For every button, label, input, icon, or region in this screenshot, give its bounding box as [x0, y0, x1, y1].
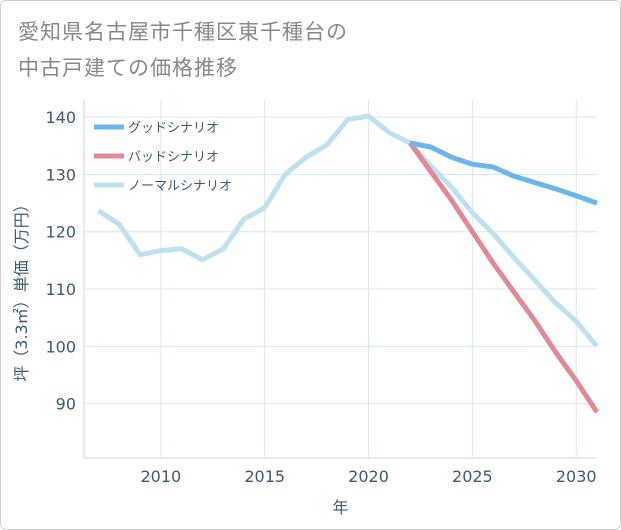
y-tick-label: 100: [45, 337, 76, 356]
y-axis-title: 坪（3.3㎡）単価（万円）: [12, 196, 31, 381]
y-tick-label: 90: [56, 395, 76, 414]
legend-label: ノーマルシナリオ: [128, 179, 232, 194]
series-line-good: [409, 140, 598, 206]
series-line-bad: [408, 141, 600, 414]
legend-label: バッドシナリオ: [128, 150, 219, 165]
x-tick-label: 2015: [244, 467, 285, 486]
legend-item[interactable]: バッドシナリオ: [94, 150, 219, 165]
x-tick-label: 2025: [452, 467, 493, 486]
x-tick-label: 2030: [556, 467, 597, 486]
x-tick-label: 2010: [140, 467, 181, 486]
legend-item[interactable]: グッドシナリオ: [94, 121, 219, 136]
legend-item[interactable]: ノーマルシナリオ: [94, 179, 232, 194]
series-lines: [97, 113, 600, 414]
chart-title: 愛知県名古屋市千種区東千種台の 中古戸建ての価格推移: [18, 20, 348, 80]
y-tick-label: 130: [45, 165, 76, 184]
tick-labels: 2010 2015 2020 2025 2030 90 100 110 120 130 140: [45, 108, 596, 486]
x-tick-label: 2020: [348, 467, 389, 486]
y-tick-label: 110: [45, 280, 76, 299]
y-tick-label: 120: [45, 223, 76, 242]
series-line-normal: [97, 113, 599, 348]
y-tick-label: 140: [45, 108, 76, 127]
legend-label: グッドシナリオ: [128, 121, 219, 136]
x-axis-title: 年: [332, 498, 348, 517]
